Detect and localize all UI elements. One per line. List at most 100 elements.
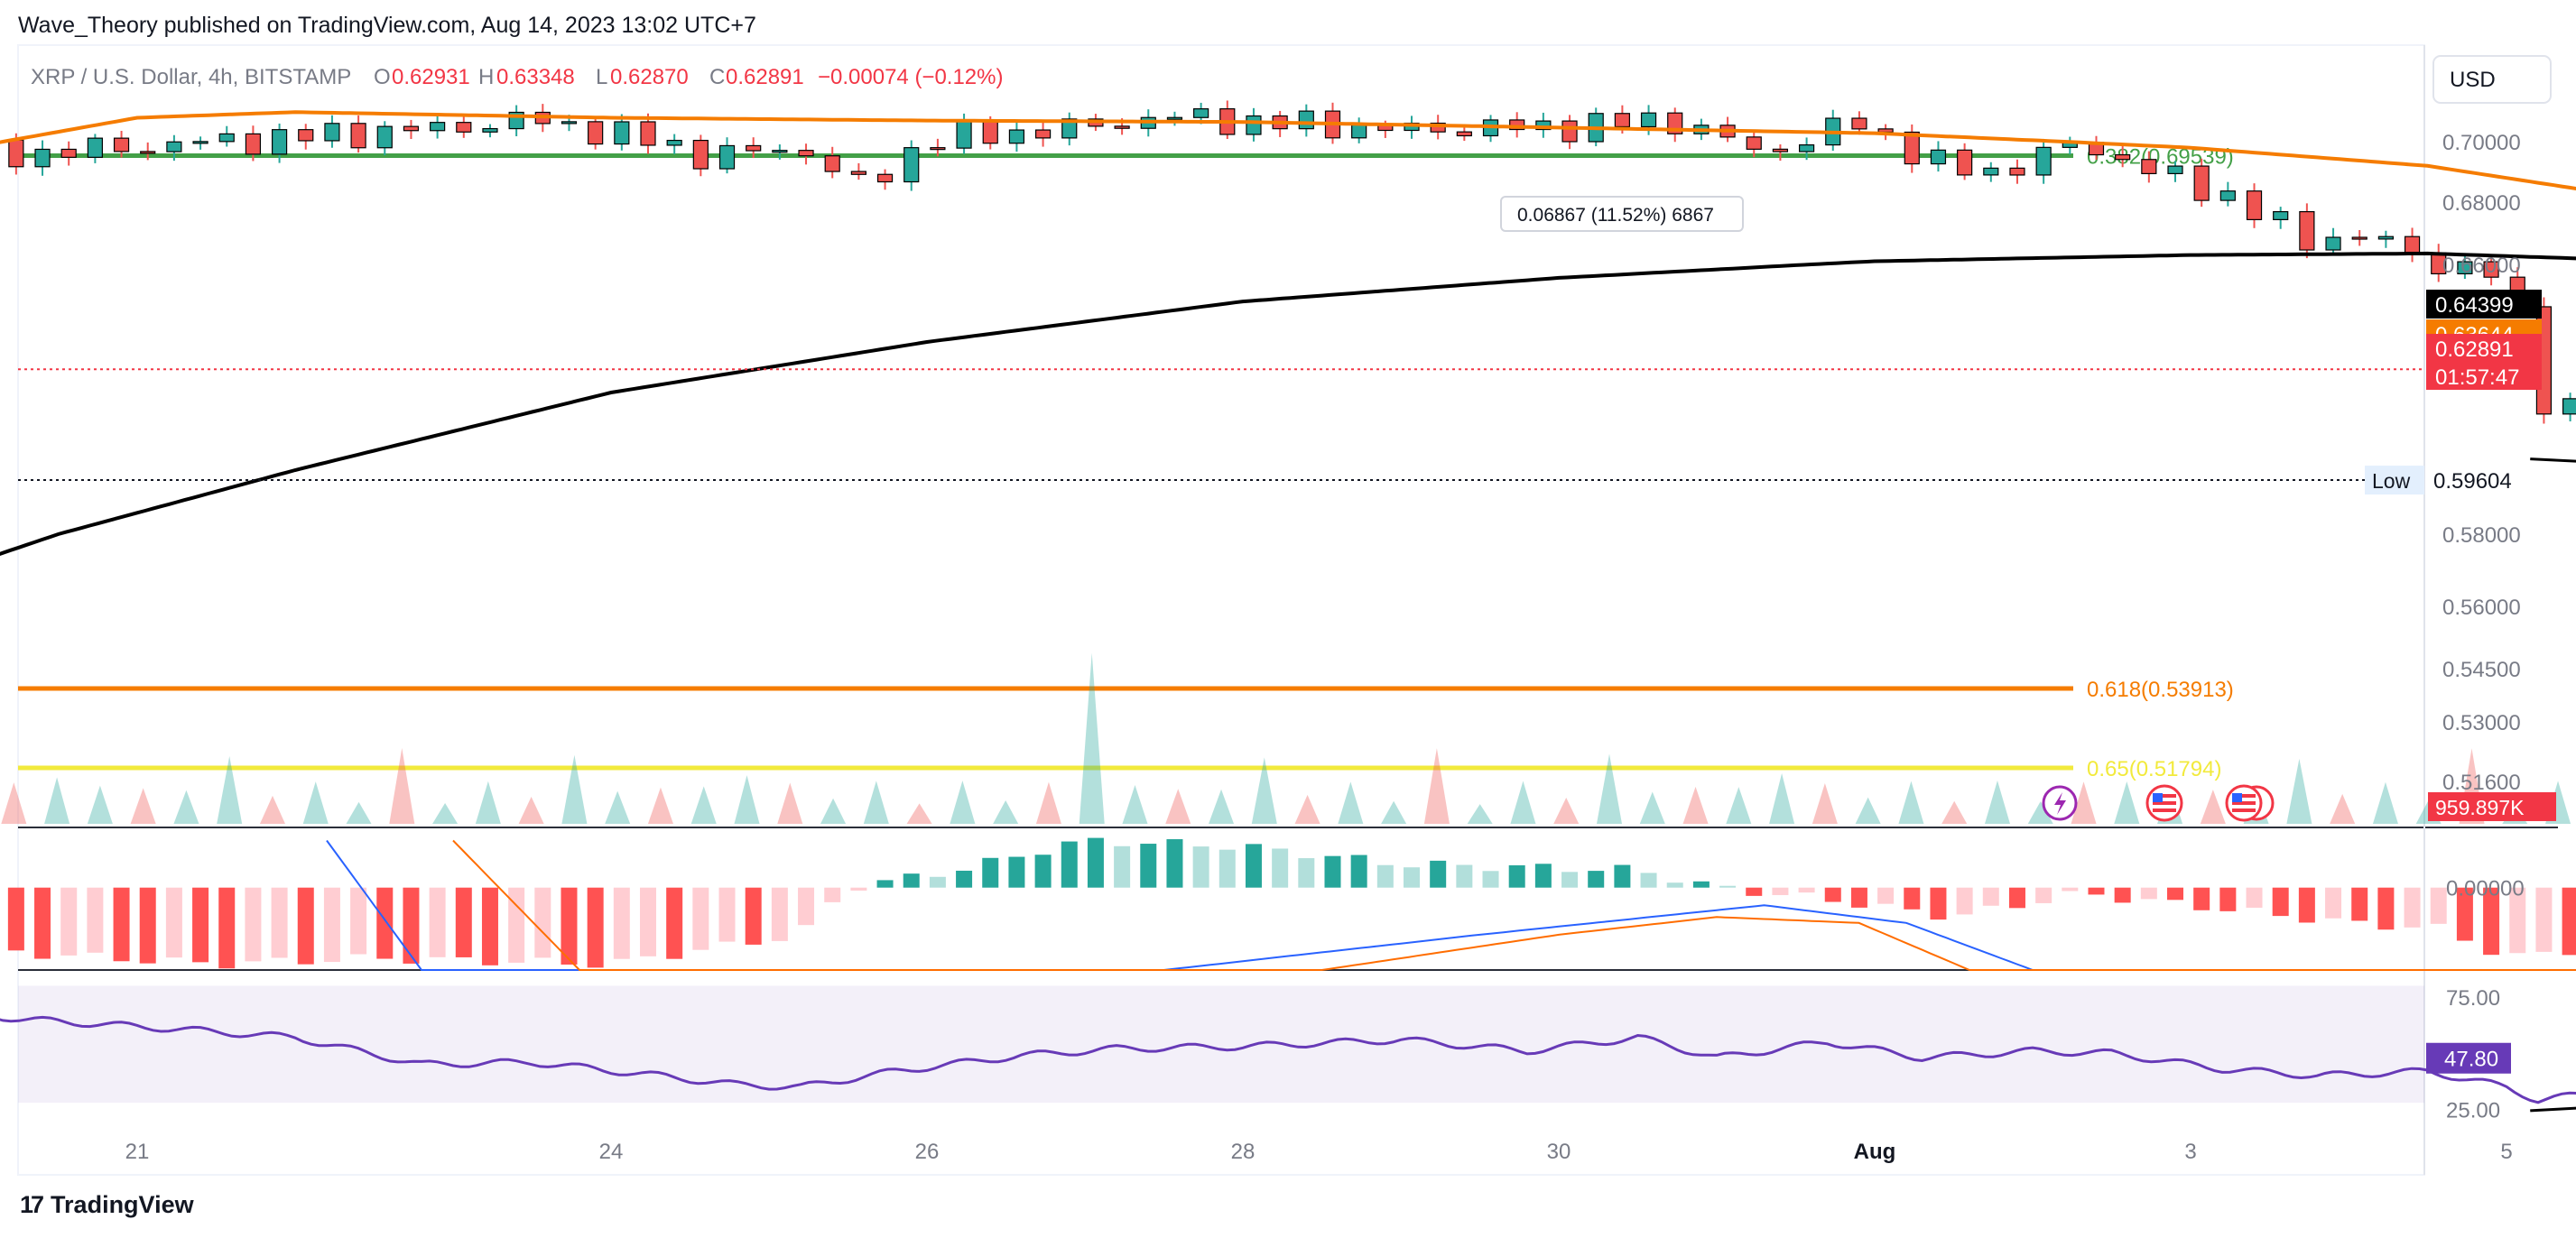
macd-histogram-bar [481,887,498,965]
rsi-tick: 75.00 [2446,986,2500,1011]
macd-histogram-bar [956,870,973,888]
volume-bar [1812,783,1838,824]
macd-histogram-bar [1508,864,1525,888]
macd-histogram-bar [2140,887,2157,900]
candle-body [2457,261,2473,275]
macd-histogram-bar [850,887,867,892]
macd-histogram-bar [1192,846,1209,888]
volume-bar [1338,781,1364,824]
volume-bar [820,798,847,824]
time-tick: 24 [599,1140,624,1164]
macd-histogram-bar [1482,871,1499,888]
macd-signal-line [452,839,2576,971]
macd-histogram-bar [1140,844,1157,888]
macd-histogram-bar [1956,887,1973,915]
candle-body [772,150,788,153]
macd-histogram-bar [1324,855,1341,888]
volume-badge: 959.897K [2435,796,2525,819]
low-value: 0.59604 [2433,469,2512,494]
candle-body [430,122,446,132]
macd-histogram-bar [1772,887,1789,895]
volume-bar [647,787,673,824]
candle-body [482,127,498,133]
macd-histogram-bar [429,887,446,957]
volume-bar [217,756,243,824]
time-tick: 28 [1231,1140,1256,1164]
macd-histogram-bar [60,887,78,956]
candle-body [1166,116,1183,120]
sma200-line [0,251,2576,556]
macd-histogram-bar [1666,882,1683,888]
macd-histogram-bar [824,887,841,902]
volume-bar [87,785,113,824]
tradingview-logo-text: TradingView [51,1191,194,1218]
candle-body [1246,115,1262,135]
macd-histogram-bar [561,887,578,965]
volume-bar [44,777,70,824]
candle-body [982,120,998,144]
time-tick: 30 [1547,1140,1571,1164]
macd-histogram-bar [192,887,209,963]
macd-histogram-bar [2298,887,2315,923]
candle-body [692,139,709,170]
macd-histogram-bar [165,887,182,958]
price-tick: 0.66000 [2442,254,2521,278]
candle-body [930,147,946,151]
candle-body [2377,236,2394,240]
macd-histogram-bar [2535,887,2553,952]
volume-bar [2114,781,2140,824]
macd-histogram-bar [2114,887,2131,903]
macd-histogram-bar [534,887,551,958]
candle-body [850,171,866,175]
ohlc-l-value: 0.62870 [610,65,689,89]
volume-bar [605,790,631,824]
fib-label-0.65: 0.65(0.51794) [2087,757,2221,781]
ohlc-legend: O 0.62931 H 0.63348 L 0.62870 C 0.62891 … [374,65,1004,89]
candle-body [561,121,578,125]
macd-histogram-bar [2035,887,2052,903]
volume-bar [1682,786,1709,824]
candle-body [1772,148,1789,152]
currency-button[interactable] [2432,55,2552,104]
macd-histogram-bar [1087,837,1104,888]
volume-bar [690,786,717,824]
us-flag-stack-icon[interactable] [2225,784,2275,822]
ohlc-l-label: L [596,65,607,89]
candle-body [746,144,762,152]
macd-zero-tick: 0.00000 [2446,877,2525,901]
candle-body [1983,167,1999,176]
volume-bar [1984,781,2010,824]
price-tick: 0.53000 [2442,711,2521,735]
volume-bar [1769,772,1795,824]
ohlc-o-value: 0.62931 [392,65,470,89]
macd-histogram-bar [903,873,920,888]
volume-bar [346,801,372,824]
macd-histogram-bar [7,887,24,951]
volume-bar [130,788,156,824]
volume-bar [173,790,199,824]
volume-bar [1423,748,1450,824]
rsi-tick: 25.00 [2446,1099,2500,1123]
sma200-price-badge-bg [2426,290,2542,319]
candle-body [166,141,182,152]
macd-histogram-bar [1798,887,1815,893]
candle-body [403,125,420,132]
lightning-icon[interactable] [2042,785,2078,821]
candle-body [2562,398,2576,415]
ohlc-h-label: H [478,65,494,89]
us-flag-icon[interactable] [2145,784,2183,822]
volume-bar [1165,789,1191,824]
macd-histogram-bar [640,887,657,956]
candle-body [2404,236,2421,254]
time-tick: 21 [125,1140,150,1164]
macd-histogram-bar [1930,887,1947,920]
candle-body [1798,143,1815,152]
candle-body [1114,125,1130,129]
volume-bar [2027,801,2053,824]
last-price-badge-bg [2426,334,2542,390]
macd-histogram-bar [1034,855,1052,888]
macd-histogram-bar [1404,867,1421,888]
candle-body [718,144,736,170]
macd-histogram-bar [34,887,51,959]
